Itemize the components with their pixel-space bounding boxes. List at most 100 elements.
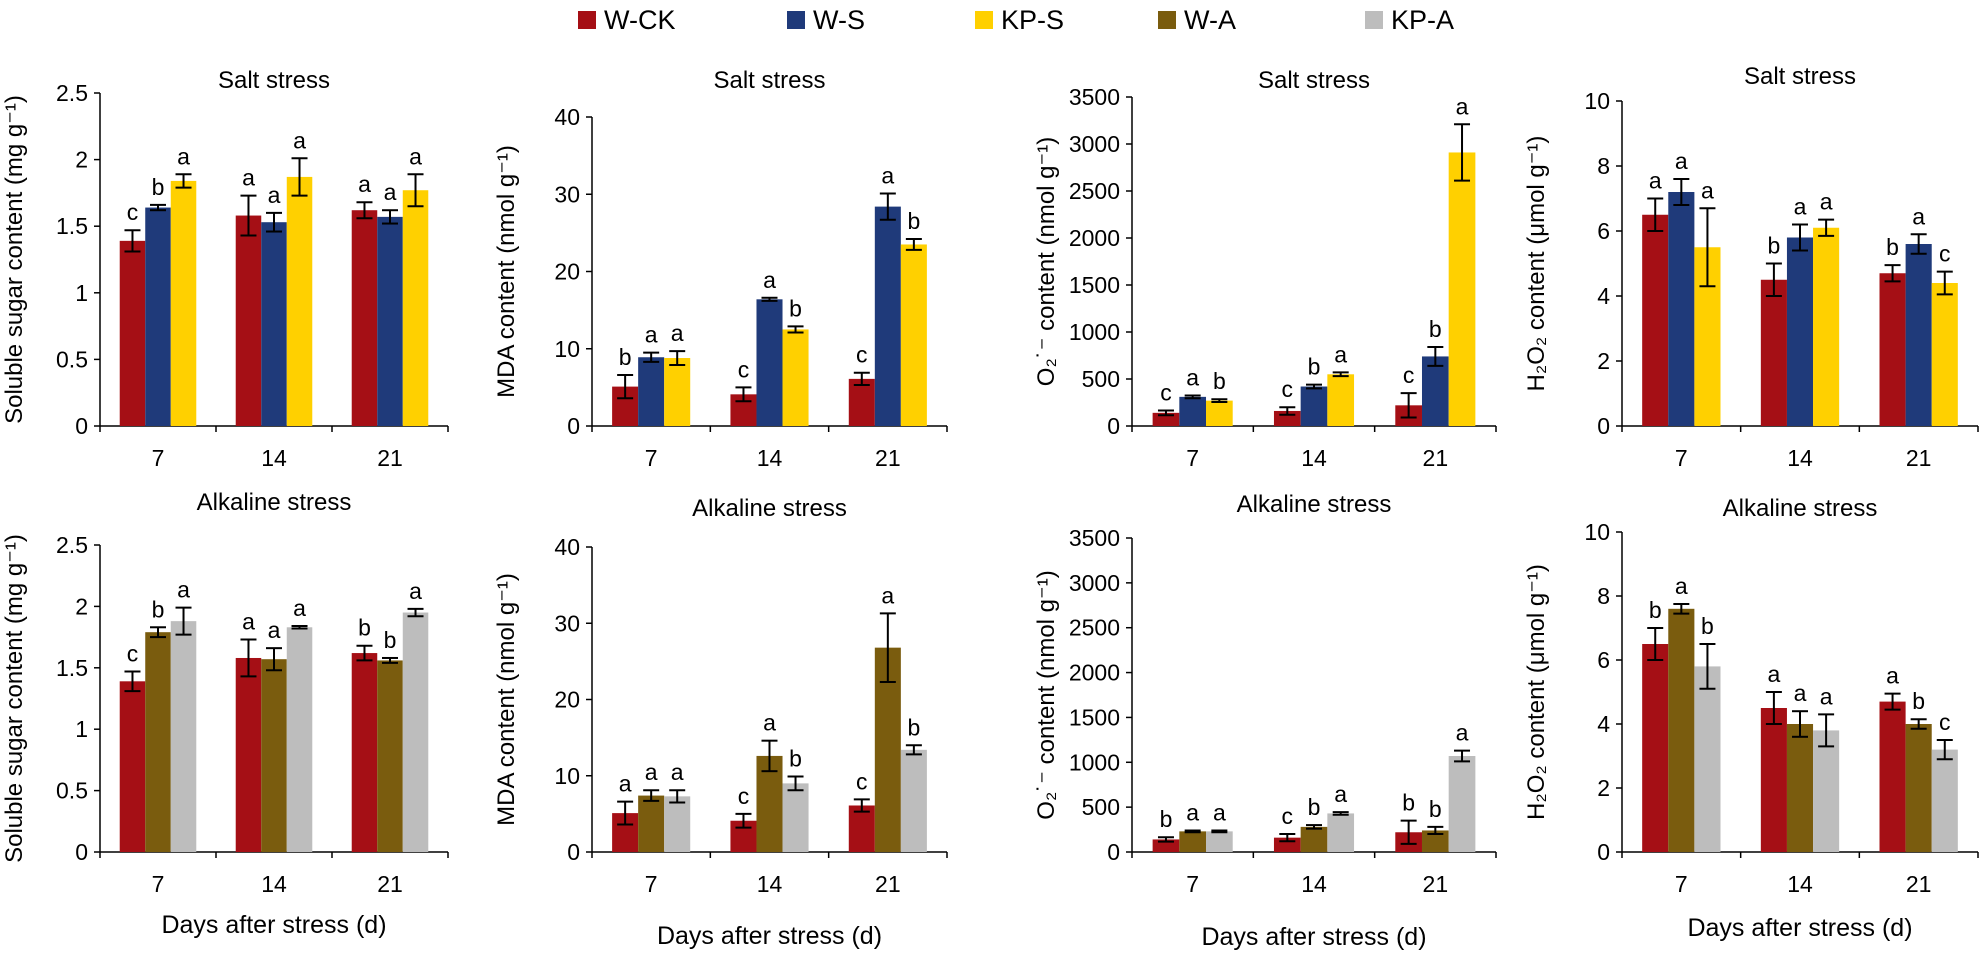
y-tick-label: 30 [554, 610, 580, 636]
bar-kp-a-day-14 [1327, 813, 1355, 852]
y-tick-label: 8 [1597, 153, 1610, 179]
significance-letter: a [1701, 177, 1714, 203]
bar-w-a-day-21 [377, 660, 403, 852]
y-tick-label: 10 [554, 336, 580, 362]
x-tick-label: 14 [757, 871, 783, 897]
y-tick-label: 10 [1584, 519, 1610, 545]
bar-w-s-day-14 [756, 299, 783, 426]
significance-letter: a [1820, 683, 1833, 709]
y-tick-label: 10 [1584, 88, 1610, 114]
panel-title: Salt stress [1258, 67, 1370, 94]
panel-title: Salt stress [713, 67, 825, 94]
y-tick-label: 40 [554, 104, 580, 130]
bar-kp-a-day-14 [286, 627, 313, 852]
bar-w-s-day-14 [1786, 237, 1814, 426]
significance-letter: a [763, 267, 776, 293]
chart-panel-6: Alkaline stress 0 10 20 30 40 MDA content (nmo… [493, 495, 948, 950]
y-axis-label: Soluble sugar content (mg g⁻¹) [1, 534, 28, 863]
significance-letter: b [1402, 790, 1415, 816]
significance-letter: a [1820, 189, 1833, 215]
significance-letter: a [1912, 203, 1925, 229]
legend-swatch-kp-a [1365, 11, 1383, 29]
y-axis-label: H₂O₂ content (μmol g⁻¹) [1523, 564, 1550, 820]
significance-letter: a [242, 165, 255, 191]
significance-letter: a [268, 617, 281, 643]
significance-letter: c [738, 356, 750, 382]
x-tick-label: 14 [1301, 445, 1327, 471]
bar-kp-s-day-14 [1327, 374, 1355, 426]
significance-letter: c [1282, 376, 1294, 402]
significance-letter: b [1308, 794, 1321, 820]
y-tick-label: 20 [554, 259, 580, 285]
bar-kp-a-day-14 [782, 783, 809, 852]
y-axis-label: MDA content (nmol g⁻¹) [493, 145, 520, 398]
significance-letter: a [1334, 341, 1347, 367]
y-tick-label: 0 [567, 839, 580, 865]
significance-letter: b [1429, 316, 1442, 342]
x-axis-title: Days after stress (d) [657, 922, 882, 950]
significance-letter: b [152, 174, 165, 200]
significance-letter: b [1649, 597, 1662, 623]
x-tick-label: 7 [152, 871, 165, 897]
panel-title: Alkaline stress [692, 495, 847, 522]
x-tick-label: 21 [875, 445, 901, 471]
legend-item-w-ck: W-CK [578, 4, 676, 36]
legend-swatch-w-a [1158, 11, 1176, 29]
y-tick-label: 0 [75, 413, 88, 439]
significance-letter: a [1186, 364, 1199, 390]
significance-letter: a [1213, 799, 1226, 825]
y-tick-label: 1000 [1069, 749, 1120, 775]
panel-title: Salt stress [1744, 63, 1856, 90]
y-axis-label: H₂O₂ content (μmol g⁻¹) [1523, 136, 1550, 392]
y-axis-label: MDA content (nmol g⁻¹) [493, 573, 520, 826]
bar-kp-a-day-21 [1448, 756, 1476, 852]
x-tick-label: 21 [1423, 445, 1449, 471]
significance-letter: b [907, 714, 920, 740]
panel-title: Alkaline stress [197, 489, 352, 516]
significance-letter: c [127, 199, 139, 225]
significance-letter: c [1160, 379, 1172, 405]
bar-w-s-day-14 [1300, 386, 1328, 426]
bar-w-ck-day-21 [1879, 273, 1906, 426]
y-axis-label: O₂˙⁻ content (nmol g⁻¹) [1033, 137, 1060, 386]
y-tick-label: 2 [75, 593, 88, 619]
chart-panel-8: Alkaline stress 0 2 4 6 8 10 H₂O₂ content (μmol… [1523, 495, 1979, 942]
significance-letter: a [1675, 148, 1688, 174]
bar-kp-s-day-7 [1206, 400, 1233, 426]
x-tick-label: 21 [875, 871, 901, 897]
legend-label-w-a: W-A [1184, 4, 1236, 35]
x-tick-label: 14 [757, 445, 783, 471]
bar-w-s-day-21 [1905, 244, 1932, 426]
legend-item-kp-a: KP-A [1365, 4, 1454, 36]
bar-w-ck-day-14 [1760, 279, 1787, 426]
bar-kp-s-day-14 [286, 176, 313, 426]
y-tick-label: 8 [1597, 583, 1610, 609]
y-tick-label: 4 [1597, 711, 1610, 737]
bar-w-s-day-21 [1421, 356, 1449, 426]
bar-kp-s-day-21 [1931, 283, 1958, 426]
y-tick-label: 500 [1082, 794, 1120, 820]
significance-letter: a [409, 143, 422, 169]
significance-letter: a [293, 127, 306, 153]
y-tick-label: 3500 [1069, 525, 1120, 551]
bar-w-a-day-14 [1786, 724, 1814, 852]
bar-w-ck-day-21 [1879, 701, 1906, 852]
significance-letter: c [127, 640, 139, 666]
bar-w-s-day-7 [1179, 396, 1207, 426]
significance-letter: a [1456, 93, 1469, 119]
chart-panel-2: Salt stress 0 10 20 30 40 MDA content (nmol g⁻… [493, 67, 948, 471]
y-tick-label: 0 [567, 413, 580, 439]
x-tick-label: 21 [1906, 445, 1932, 471]
chart-panel-4: Salt stress 0 2 4 6 8 10 H₂O₂ content (μmol g⁻¹… [1523, 63, 1979, 471]
bar-w-s-day-21 [377, 216, 403, 426]
legend: W-CK W-S KP-S W-A KP-A [0, 0, 1982, 40]
significance-letter: c [738, 783, 750, 809]
y-tick-label: 2 [1597, 348, 1610, 374]
x-tick-label: 7 [1186, 871, 1199, 897]
x-tick-label: 14 [1787, 445, 1813, 471]
panel-title: Salt stress [218, 67, 330, 94]
legend-label-kp-s: KP-S [1001, 4, 1065, 35]
x-tick-label: 7 [1675, 445, 1688, 471]
bar-kp-s-day-7 [170, 180, 197, 426]
y-tick-label: 2 [75, 147, 88, 173]
